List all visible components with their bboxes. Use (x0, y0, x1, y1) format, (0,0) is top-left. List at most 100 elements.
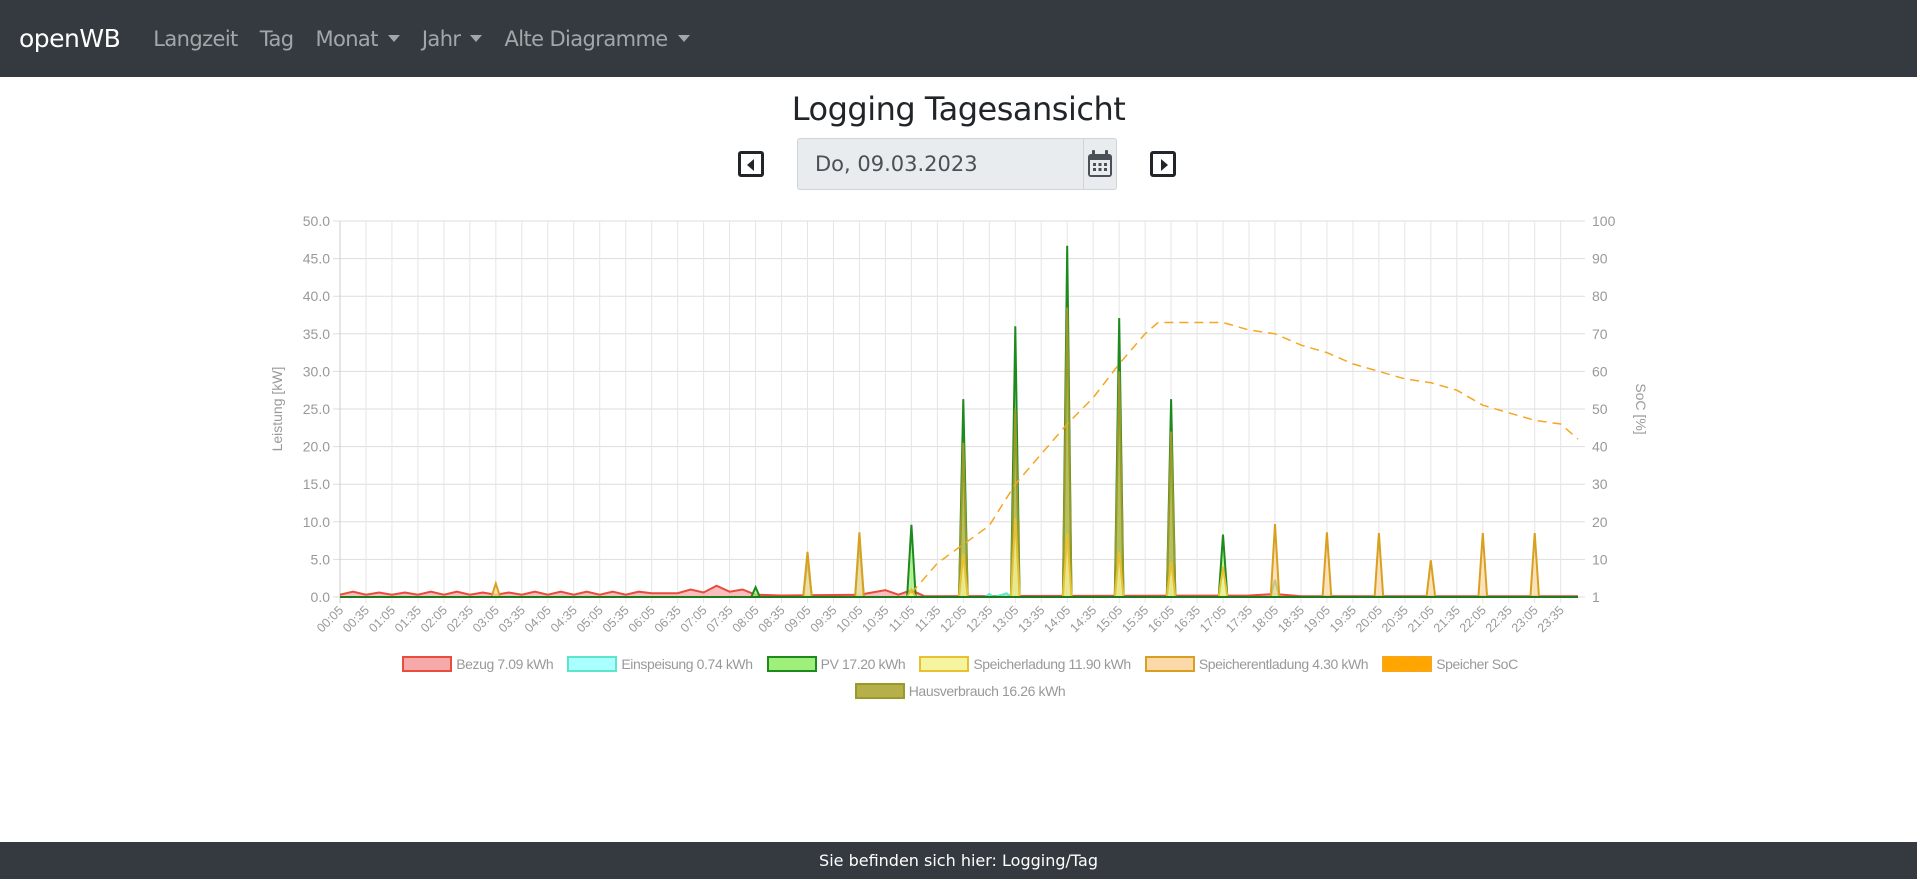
x-tick-label: 11:05 (886, 603, 917, 634)
y2-tick-label: 30 (1592, 476, 1608, 492)
nav-label: Langzeit (153, 26, 238, 51)
y-tick-label: 10.0 (303, 514, 330, 530)
y-tick-label: 5.0 (311, 551, 331, 567)
x-tick-label: 17:05 (1197, 603, 1229, 635)
legend-label: Hausverbrauch 16.26 kWh (908, 683, 1066, 699)
navbar: openWB Langzeit Tag Monat Jahr Alte Diag… (0, 0, 1917, 77)
x-tick-label: 05:35 (600, 603, 632, 635)
y-tick-label: 35.0 (303, 326, 330, 342)
legend-item[interactable]: Hausverbrauch 16.26 kWh (854, 683, 1066, 699)
caret-down-icon (470, 35, 483, 42)
brand-logo[interactable]: openWB (19, 24, 121, 53)
y2-tick-label: 60 (1592, 363, 1608, 379)
x-tick-label: 07:05 (678, 603, 710, 635)
x-tick-label: 13:05 (989, 603, 1021, 635)
legend-label: Speicherladung 11.90 kWh (973, 656, 1131, 672)
series-area-bezug (340, 585, 1578, 597)
nav-jahr-dropdown[interactable]: Jahr (422, 27, 483, 51)
legend-item[interactable]: Speicherladung 11.90 kWh (919, 656, 1131, 672)
x-tick-label: 02:05 (418, 603, 450, 635)
nav-alte-diagramme-dropdown[interactable]: Alte Diagramme (504, 26, 690, 51)
caret-down-icon (677, 35, 690, 42)
legend-swatch (402, 656, 453, 672)
x-tick-label: 17:35 (1223, 603, 1255, 635)
x-tick-label: 18:35 (1275, 603, 1307, 635)
legend-label: PV 17.20 kWh (820, 656, 906, 672)
x-tick-label: 21:05 (1405, 603, 1437, 635)
calendar-button[interactable] (1083, 139, 1116, 189)
y2-tick-label: 10 (1592, 551, 1608, 567)
legend-label: Bezug 7.09 kWh (456, 656, 554, 672)
x-tick-label: 09:05 (782, 603, 814, 635)
y-tick-label: 40.0 (303, 288, 330, 304)
x-tick-label: 04:35 (548, 603, 580, 635)
legend-item[interactable]: Einspeisung 0.74 kWh (567, 656, 753, 672)
x-tick-label: 00:35 (340, 603, 372, 635)
calendar-icon (1088, 150, 1112, 177)
nav-tag[interactable]: Tag (260, 27, 294, 51)
x-tick-label: 23:05 (1509, 603, 1541, 635)
y2-tick-label: 70 (1592, 326, 1608, 342)
nav-langzeit[interactable]: Langzeit (153, 26, 238, 51)
y-tick-label: 0.0 (311, 589, 331, 605)
x-tick-label: 03:35 (496, 603, 528, 635)
y2-tick-label: 40 (1592, 439, 1608, 455)
x-tick-label: 20:05 (1353, 603, 1385, 635)
x-tick-label: 23:35 (1535, 603, 1567, 635)
caret-down-icon (387, 35, 400, 42)
x-tick-label: 12:35 (963, 603, 995, 635)
breadcrumb-text: Sie befinden sich hier: Logging/Tag (819, 851, 1098, 870)
x-tick-label: 01:35 (392, 603, 424, 635)
x-tick-label: 11:35 (912, 603, 943, 634)
next-day-button[interactable] (1150, 151, 1176, 177)
legend-swatch (766, 656, 817, 672)
x-tick-label: 18:05 (1249, 603, 1281, 635)
legend-item[interactable]: Speicher SoC (1382, 656, 1518, 672)
y-tick-label: 50.0 (303, 213, 330, 229)
legend-swatch (1382, 656, 1433, 672)
y2-tick-label: 80 (1592, 288, 1608, 304)
legend-swatch (567, 656, 618, 672)
x-tick-label: 00:05 (314, 603, 346, 635)
date-picker (797, 138, 1117, 190)
x-tick-label: 16:35 (1171, 603, 1203, 635)
previous-day-button[interactable] (738, 151, 764, 177)
y-tick-label: 20.0 (303, 439, 330, 455)
series-line-bezug (339, 584, 1578, 598)
x-tick-label: 15:35 (1119, 603, 1151, 635)
nav-monat-dropdown[interactable]: Monat (315, 26, 400, 51)
x-tick-label: 02:35 (444, 603, 476, 635)
series-line-speicherentladung (490, 524, 1540, 598)
series-area-speicherladung (907, 518, 1228, 597)
date-input[interactable] (798, 139, 1083, 189)
x-tick-label: 10:05 (834, 603, 866, 635)
y2-tick-label: 50 (1592, 401, 1608, 417)
y2-axis-title: SoC [%] (1633, 383, 1649, 434)
legend-item[interactable]: Speicherentladung 4.30 kWh (1144, 656, 1369, 672)
x-tick-label: 09:35 (808, 603, 840, 635)
caret-right-icon (1161, 159, 1168, 171)
x-tick-label: 08:35 (756, 603, 788, 635)
x-tick-label: 10:35 (860, 603, 892, 635)
legend-label: Speicher SoC (1436, 656, 1518, 672)
caret-left-icon (747, 159, 754, 171)
x-tick-label: 07:35 (704, 603, 736, 635)
legend-item[interactable]: PV 17.20 kWh (766, 656, 906, 672)
nav-label: Alte Diagramme (504, 26, 668, 51)
x-tick-label: 03:05 (470, 603, 502, 635)
series-area-speicherentladung (491, 524, 1540, 597)
legend-item[interactable]: Bezug 7.09 kWh (402, 656, 554, 672)
x-tick-label: 13:35 (1015, 603, 1047, 635)
chart-legend: Bezug 7.09 kWh Einspeisung 0.74 kWh PV 17.… (320, 656, 1600, 672)
x-tick-label: 14:35 (1067, 603, 1099, 635)
x-tick-label: 20:35 (1379, 603, 1411, 635)
series-line-einspeisung (984, 592, 1012, 599)
x-tick-label: 21:35 (1431, 603, 1463, 635)
series-line-speicher (910, 321, 1579, 594)
x-tick-label: 08:05 (730, 603, 762, 635)
x-tick-label: 19:05 (1301, 603, 1333, 635)
y-tick-label: 30.0 (303, 363, 330, 379)
nav-label: Monat (315, 26, 378, 51)
x-tick-label: 22:35 (1483, 603, 1515, 635)
page-title: Logging Tagesansicht (791, 90, 1126, 128)
